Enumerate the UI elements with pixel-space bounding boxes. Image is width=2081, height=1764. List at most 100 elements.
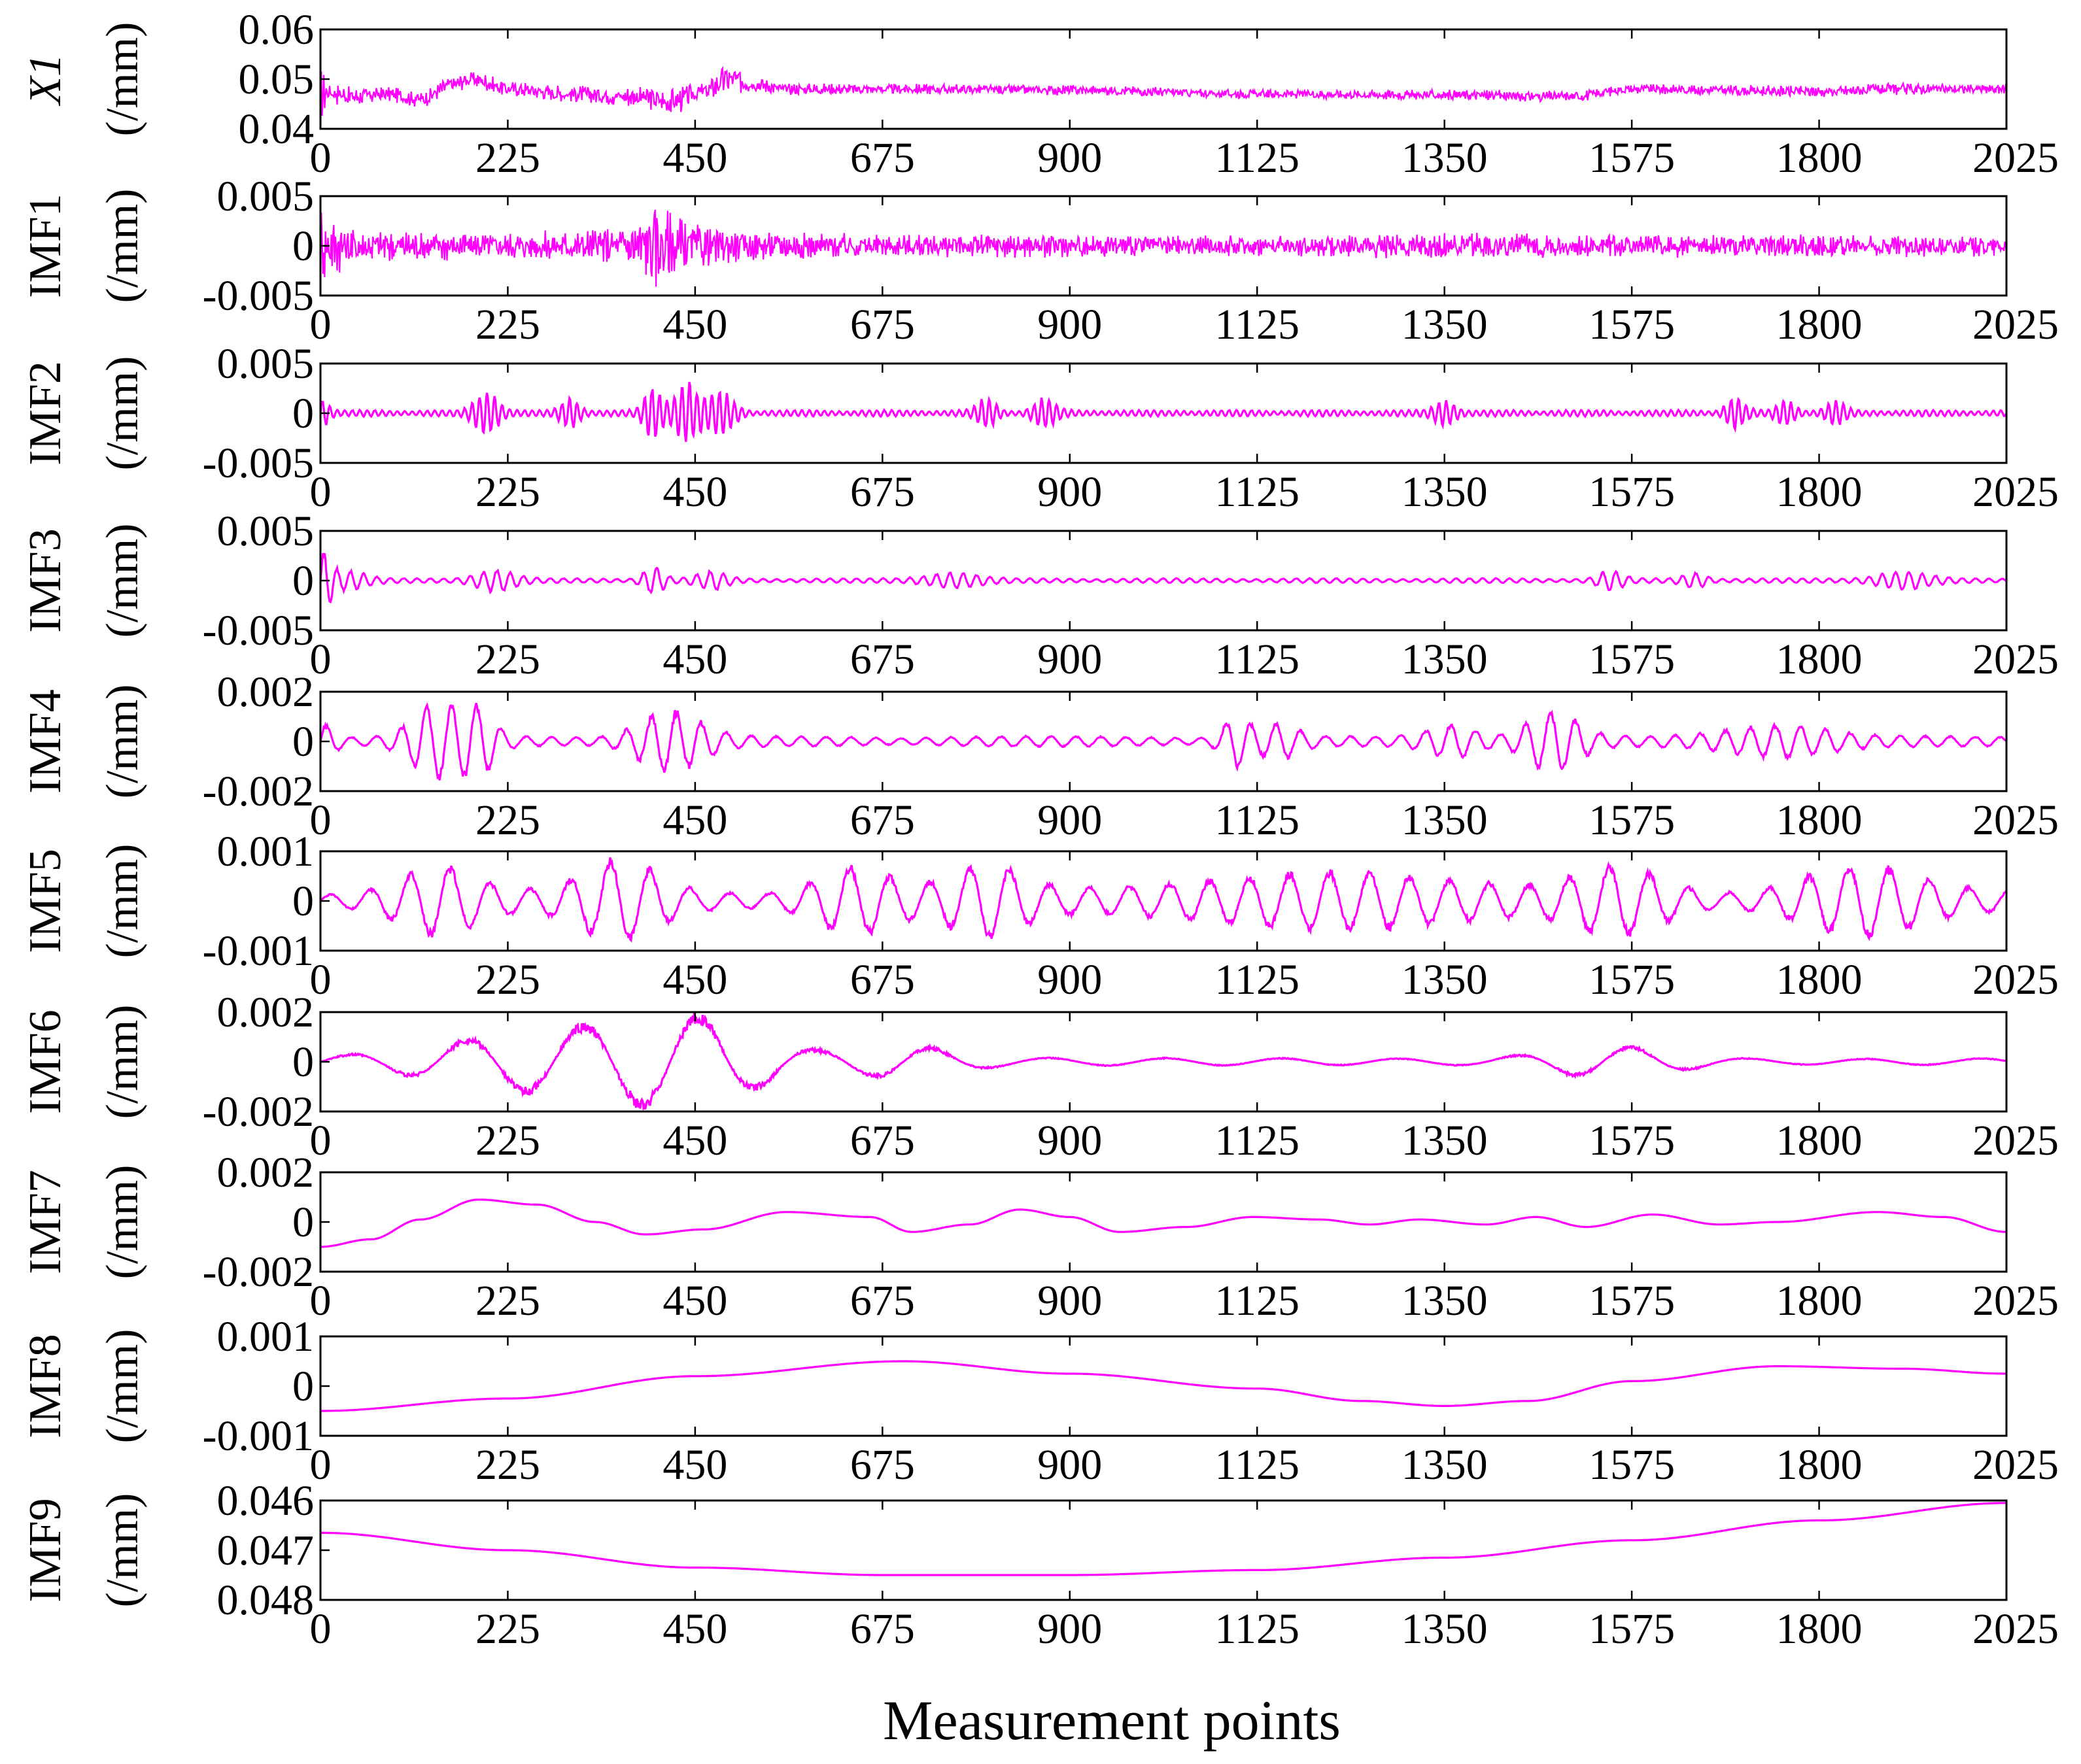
x-tick-label: 1350 xyxy=(1402,301,1488,348)
y-axis-unit: (/mm) xyxy=(97,1329,148,1444)
y-tick-label: -0.002 xyxy=(203,1248,314,1296)
series-line-imf3 xyxy=(320,552,2006,604)
x-tick-label: 0 xyxy=(310,1441,332,1489)
y-tick-label: 0 xyxy=(292,222,314,270)
x-tick-label: 1575 xyxy=(1589,134,1675,182)
x-tick-label: 450 xyxy=(662,956,727,1004)
series-line-imf1 xyxy=(320,209,2006,287)
y-tick-label: -0.002 xyxy=(203,1088,314,1136)
x-tick-label: 675 xyxy=(850,301,915,348)
x-tick-label: 1800 xyxy=(1776,796,1863,844)
series-line-imf5 xyxy=(320,857,2006,943)
plot-frame xyxy=(319,1011,2008,1113)
subplot-imf8: 0 225 450 675 900 1125 1350 1575 1800 20250.0010-… xyxy=(20,1313,2059,1489)
y-tick-label: 0 xyxy=(292,557,314,605)
x-tick-label: 900 xyxy=(1037,134,1102,182)
x-tick-label: 1800 xyxy=(1776,1117,1863,1164)
x-tick-label: 1350 xyxy=(1402,1117,1488,1164)
x-tick-label: 0 xyxy=(310,1605,332,1653)
y-tick-label: 0 xyxy=(292,1198,314,1246)
y-tick-label: 0 xyxy=(292,718,314,766)
x-tick-label: 1125 xyxy=(1214,1605,1299,1653)
x-tick-label: 1800 xyxy=(1776,956,1863,1004)
x-tick-label: 1350 xyxy=(1402,1277,1488,1325)
x-tick-label: 0 xyxy=(310,301,332,348)
y-tick-label: 0.04 xyxy=(239,105,315,153)
y-axis-name: IMF2 xyxy=(20,361,71,465)
x-tick-label: 1800 xyxy=(1776,636,1863,683)
y-tick-label: 0.047 xyxy=(217,1527,315,1574)
x-tick-label: 2025 xyxy=(1972,636,2059,683)
x-tick-label: 900 xyxy=(1037,956,1102,1004)
x-tick-label: 1575 xyxy=(1589,301,1675,348)
series-line-imf4 xyxy=(320,702,2006,781)
y-axis-unit: (/mm) xyxy=(97,22,148,137)
plot-frame xyxy=(319,28,2008,130)
x-tick-label: 1125 xyxy=(1214,956,1299,1004)
x-tick-label: 675 xyxy=(850,1277,915,1325)
x-tick-label: 0 xyxy=(310,636,332,683)
y-axis-unit: (/mm) xyxy=(97,189,148,303)
subplot-stack: 0 225 450 675 900 1125 1350 1575 1800 20250.060.0… xyxy=(20,6,2059,1653)
x-tick-label: 675 xyxy=(850,796,915,844)
x-tick-label: 1125 xyxy=(1214,301,1299,348)
y-tick-label: 0.005 xyxy=(217,340,315,388)
y-axis-name: IMF1 xyxy=(20,194,71,297)
x-tick-label: 1800 xyxy=(1776,1605,1863,1653)
x-tick-label: 225 xyxy=(475,1441,540,1489)
y-axis-unit: (/mm) xyxy=(97,1493,148,1608)
y-axis-unit: (/mm) xyxy=(97,685,148,799)
x-tick-label: 1350 xyxy=(1402,134,1488,182)
y-tick-label: -0.001 xyxy=(203,1412,314,1460)
x-tick-label: 900 xyxy=(1037,1605,1102,1653)
y-axis-unit: (/mm) xyxy=(97,1005,148,1119)
x-tick-label: 675 xyxy=(850,1117,915,1164)
x-tick-label: 1575 xyxy=(1589,956,1675,1004)
x-tick-label: 675 xyxy=(850,1605,915,1653)
x-tick-label: 2025 xyxy=(1972,1605,2059,1653)
subplot-imf9: 0 225 450 675 900 1125 1350 1575 1800 20250.0460.… xyxy=(20,1477,2059,1653)
y-axis-name: IMF8 xyxy=(20,1334,71,1438)
x-tick-label: 675 xyxy=(850,134,915,182)
x-tick-label: 450 xyxy=(662,134,727,182)
x-tick-label: 1575 xyxy=(1589,1605,1675,1653)
x-tick-label: 900 xyxy=(1037,468,1102,516)
y-axis-name: IMF4 xyxy=(20,689,71,793)
x-tick-label: 900 xyxy=(1037,1277,1102,1325)
x-tick-label: 0 xyxy=(310,1277,332,1325)
x-tick-label: 225 xyxy=(475,1605,540,1653)
x-tick-label: 225 xyxy=(475,301,540,348)
subplot-x1: 0 225 450 675 900 1125 1350 1575 1800 20250.060.0… xyxy=(20,6,2059,182)
x-tick-label: 1125 xyxy=(1214,1277,1299,1325)
x-tick-label: 900 xyxy=(1037,636,1102,683)
x-tick-label: 1125 xyxy=(1214,134,1299,182)
x-tick-label: 1350 xyxy=(1402,796,1488,844)
y-tick-label: 0.048 xyxy=(217,1576,315,1624)
x-tick-label: 1575 xyxy=(1589,468,1675,516)
subplot-imf3: 0 225 450 675 900 1125 1350 1575 1800 20250.0050-… xyxy=(20,507,2059,683)
subplot-imf5: 0 225 450 675 900 1125 1350 1575 1800 20250.0010-… xyxy=(20,828,2059,1004)
subplot-imf6: 0 225 450 675 900 1125 1350 1575 1800 20250.0020-… xyxy=(20,989,2059,1164)
x-tick-label: 225 xyxy=(475,796,540,844)
x-tick-label: 0 xyxy=(310,1117,332,1164)
x-tick-label: 675 xyxy=(850,636,915,683)
plot-frame xyxy=(319,1335,2008,1437)
x-axis-label: Measurement points xyxy=(883,1689,1341,1752)
y-tick-label: -0.005 xyxy=(203,607,314,654)
x-tick-label: 1350 xyxy=(1402,636,1488,683)
x-tick-label: 225 xyxy=(475,134,540,182)
x-tick-label: 225 xyxy=(475,1117,540,1164)
y-tick-label: -0.001 xyxy=(203,927,314,975)
x-tick-label: 2025 xyxy=(1972,796,2059,844)
x-tick-label: 0 xyxy=(310,468,332,516)
y-axis-name: IMF7 xyxy=(20,1170,71,1274)
x-tick-label: 2025 xyxy=(1972,1277,2059,1325)
y-tick-label: 0.005 xyxy=(217,173,315,220)
x-tick-label: 1575 xyxy=(1589,636,1675,683)
y-tick-label: 0.005 xyxy=(217,507,315,555)
x-tick-label: 1575 xyxy=(1589,796,1675,844)
x-tick-label: 1575 xyxy=(1589,1441,1675,1489)
series-line-imf2 xyxy=(320,381,2006,442)
x-tick-label: 1800 xyxy=(1776,468,1863,516)
x-tick-label: 900 xyxy=(1037,796,1102,844)
